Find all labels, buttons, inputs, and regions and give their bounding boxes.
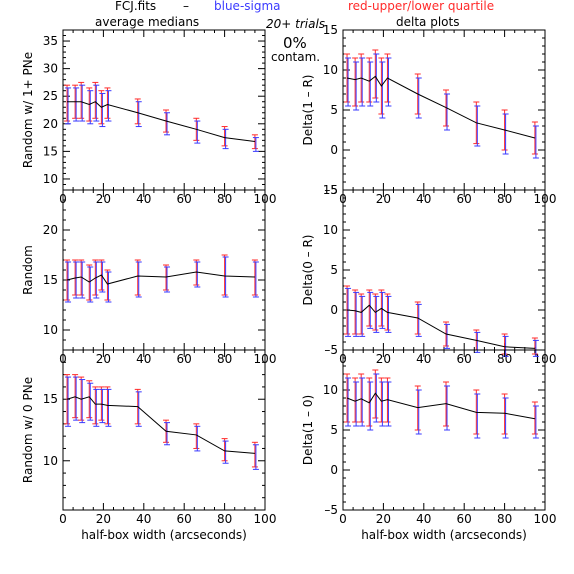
- x-axis-label: half-box width (arcseconds): [361, 528, 527, 542]
- x-tick-label: 60: [457, 352, 472, 366]
- x-tick-label: 40: [416, 352, 431, 366]
- y-tick-label: –5: [324, 343, 338, 357]
- y-tick-label: 5: [330, 423, 338, 437]
- y-axis-label: Random w/ 1+ PNe: [21, 52, 35, 168]
- x-tick-label: 80: [217, 352, 232, 366]
- y-tick-label: 5: [330, 263, 338, 277]
- y-tick-label: 10: [323, 223, 338, 237]
- x-tick-label: 100: [534, 512, 557, 526]
- plot-frame: [342, 189, 546, 351]
- x-tick-label: 20: [96, 352, 111, 366]
- x-tick-label: 0: [339, 512, 347, 526]
- x-tick-label: 80: [497, 352, 512, 366]
- y-tick-label: 5: [330, 103, 338, 117]
- left-column-title: average medians: [95, 15, 199, 29]
- x-tick-label: 0: [59, 512, 67, 526]
- y-tick-label: 25: [43, 89, 58, 103]
- y-tick-label: 10: [323, 63, 338, 77]
- x-tick-label: 40: [136, 192, 151, 206]
- y-tick-label: 30: [43, 62, 58, 76]
- y-axis-label: Delta(1 – 0): [301, 395, 315, 465]
- x-tick-label: 20: [376, 352, 391, 366]
- x-tick-label: 40: [416, 192, 431, 206]
- panel-5: 0 20 40 60 80 100 10 15 Random w/ 0 PNe half-box …: [21, 349, 277, 542]
- x-tick-label: 60: [457, 512, 472, 526]
- plot-frame: [62, 189, 266, 351]
- x-tick-label: 20: [96, 512, 111, 526]
- plot-frame: [342, 29, 546, 191]
- y-tick-label: 20: [43, 223, 58, 237]
- file-name: FCJ.fits: [115, 0, 156, 13]
- plot-frame: [342, 349, 546, 511]
- median-line: [66, 396, 255, 454]
- x-tick-label: 20: [376, 512, 391, 526]
- y-tick-label: 15: [43, 273, 58, 287]
- x-axis-label: half-box width (arcseconds): [81, 528, 247, 542]
- trials-label: 20+ trials: [266, 17, 325, 31]
- y-tick-label: 10: [43, 172, 58, 186]
- y-tick-label: 10: [323, 383, 338, 397]
- median-line: [66, 271, 255, 285]
- y-tick-label: 0: [330, 143, 338, 157]
- median-line: [346, 304, 535, 349]
- contamination-label: contam.: [271, 50, 320, 64]
- y-tick-label: –5: [324, 183, 338, 197]
- right-column-title: delta plots: [396, 15, 459, 29]
- legend-red: red-upper/lower quartile: [348, 0, 494, 13]
- y-axis-label: Delta(0 – R): [301, 235, 315, 306]
- x-tick-label: 40: [136, 512, 151, 526]
- y-axis-label: Random: [21, 245, 35, 295]
- legend-blue: blue-sigma: [214, 0, 281, 13]
- x-tick-label: 60: [177, 352, 192, 366]
- y-tick-label: 15: [43, 392, 58, 406]
- median-line: [67, 101, 255, 142]
- y-tick-label: –5: [324, 503, 338, 517]
- x-tick-label: 80: [217, 512, 232, 526]
- x-tick-label: 100: [254, 512, 277, 526]
- median-line: [346, 392, 535, 420]
- x-tick-label: 20: [96, 192, 111, 206]
- y-tick-label: 15: [43, 144, 58, 158]
- x-tick-label: 80: [217, 192, 232, 206]
- y-tick-label: 10: [43, 323, 58, 337]
- x-tick-label: 80: [497, 512, 512, 526]
- header-dash: –: [183, 0, 189, 13]
- x-tick-label: 80: [497, 192, 512, 206]
- median-line: [346, 75, 536, 139]
- x-tick-label: 60: [457, 192, 472, 206]
- y-axis-label: Random w/ 0 PNe: [21, 377, 35, 483]
- x-tick-label: 40: [416, 512, 431, 526]
- contamination-percent: 0%: [283, 34, 307, 52]
- y-tick-label: 15: [323, 23, 338, 37]
- x-tick-label: 60: [177, 512, 192, 526]
- x-tick-label: 20: [376, 192, 391, 206]
- y-axis-label: Delta(1 – R): [301, 75, 315, 146]
- y-tick-label: 10: [43, 454, 58, 468]
- x-tick-label: 60: [177, 192, 192, 206]
- y-tick-label: 0: [330, 463, 338, 477]
- x-tick-label: 40: [136, 352, 151, 366]
- y-tick-label: 35: [43, 34, 58, 48]
- y-tick-label: 15: [323, 183, 338, 197]
- y-tick-label: 20: [43, 117, 58, 131]
- y-tick-label: 0: [330, 303, 338, 317]
